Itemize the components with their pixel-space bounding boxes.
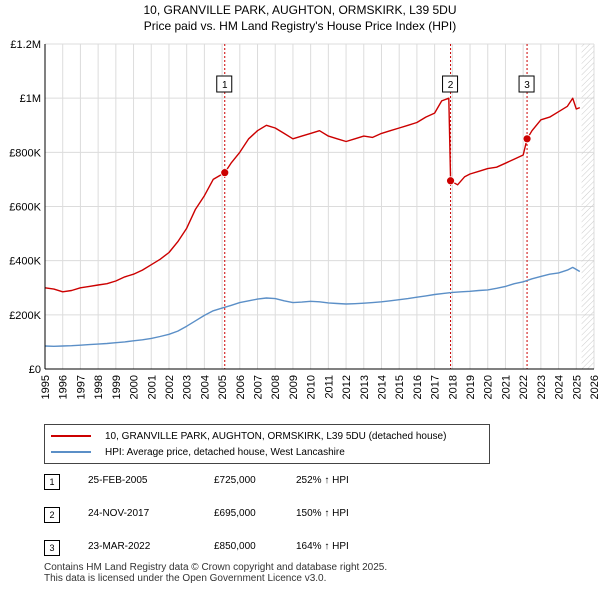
- sale-hpi-change: 164% ↑ HPI: [296, 541, 349, 552]
- sale-marker-box: [216, 75, 233, 93]
- legend-item-property: 10, GRANVILLE PARK, AUGHTON, ORMSKIRK, L…: [51, 428, 446, 444]
- sale-number-badge: 1: [44, 474, 60, 490]
- sale-point: [220, 168, 230, 178]
- sale-number-badge: 2: [44, 507, 60, 523]
- x-tick-label: 2002: [164, 375, 176, 399]
- sale-hpi-change: 150% ↑ HPI: [296, 508, 349, 519]
- sale-date: 23-MAR-2022: [88, 541, 151, 552]
- sale-price: £850,000: [214, 541, 256, 552]
- x-tick-label: 2005: [217, 375, 229, 399]
- sale-marker-label: 2: [448, 80, 454, 91]
- legend-swatch-hpi: [51, 451, 91, 453]
- x-tick-label: 2003: [182, 375, 194, 399]
- footer-licence: This data is licensed under the Open Gov…: [44, 573, 327, 584]
- sale-hpi-change: 252% ↑ HPI: [296, 475, 349, 486]
- sale-date: 24-NOV-2017: [88, 508, 150, 519]
- x-tick-label: 2007: [253, 375, 265, 399]
- sale-marker-box: [442, 75, 459, 93]
- x-tick-label: 2020: [483, 375, 495, 399]
- sale-point: [446, 176, 455, 186]
- y-tick-label: £1.2M: [10, 39, 41, 51]
- chart-title-address: 10, GRANVILLE PARK, AUGHTON, ORMSKIRK, L…: [143, 3, 457, 17]
- x-tick-label: 1998: [93, 375, 105, 399]
- y-tick-label: £600K: [9, 202, 41, 214]
- legend-label-property: 10, GRANVILLE PARK, AUGHTON, ORMSKIRK, L…: [105, 430, 447, 442]
- sale-row: 2 24-NOV-2017 £695,000 150% ↑ HPI: [44, 505, 484, 525]
- x-tick-label: 2018: [447, 375, 459, 399]
- x-tick-label: 2010: [306, 375, 318, 399]
- sale-price: £695,000: [214, 508, 256, 519]
- x-tick-label: 2014: [376, 375, 388, 399]
- sale-date: 25-FEB-2005: [88, 475, 148, 486]
- x-tick-label: 2015: [394, 375, 406, 399]
- footer-copyright: Contains HM Land Registry data © Crown c…: [44, 562, 388, 573]
- x-tick-label: 2017: [430, 375, 442, 399]
- x-tick-label: 2026: [589, 375, 600, 399]
- sale-markers: 1 2 3: [216, 44, 535, 369]
- chart-subtitle: Price paid vs. HM Land Registry's House …: [143, 19, 457, 33]
- hpi-line: [44, 266, 581, 347]
- x-tick-label: 2009: [288, 375, 300, 399]
- legend-label-hpi: HPI: Average price, detached house, West…: [105, 446, 345, 458]
- x-tick-label: 2012: [341, 375, 353, 399]
- property-price-line: [44, 97, 581, 293]
- x-tick-label: 2023: [536, 375, 548, 399]
- legend-item-hpi: HPI: Average price, detached house, West…: [51, 444, 345, 460]
- x-tick-label: 2013: [359, 375, 371, 399]
- sale-number-badge: 3: [44, 540, 60, 556]
- y-tick-label: £800K: [9, 147, 41, 159]
- y-tick-label: £200K: [9, 310, 41, 322]
- legend-swatch-property: [51, 435, 91, 437]
- x-tick-label: 2001: [146, 375, 158, 399]
- x-tick-label: 2004: [199, 375, 211, 399]
- x-tick-label: 1999: [111, 375, 123, 399]
- sale-point: [522, 134, 532, 144]
- x-tick-label: 2021: [500, 375, 512, 399]
- x-tick-label: 2024: [554, 375, 566, 399]
- sale-row: 1 25-FEB-2005 £725,000 252% ↑ HPI: [44, 472, 484, 492]
- x-tick-label: 1996: [58, 375, 70, 399]
- x-tick-label: 2006: [235, 375, 247, 399]
- sale-marker-label: 1: [222, 80, 228, 91]
- sale-marker-label: 3: [524, 80, 530, 91]
- future-hatch: [581, 44, 594, 369]
- sale-row: 3 23-MAR-2022 £850,000 164% ↑ HPI: [44, 538, 484, 558]
- sale-price: £725,000: [214, 475, 256, 486]
- grid: [44, 43, 595, 370]
- x-tick-label: 2000: [129, 375, 141, 399]
- y-tick-label: £0: [29, 364, 41, 376]
- series-lines: [44, 97, 581, 347]
- y-tick-label: £400K: [9, 256, 41, 268]
- sale-marker-box: [518, 75, 535, 93]
- axes: £0 £200K £400K £600K £800K £1M £1.2M 1995 1996 19…: [9, 39, 600, 399]
- x-tick-label: 2019: [465, 375, 477, 399]
- x-tick-label: 2008: [270, 375, 282, 399]
- x-tick-label: 1997: [75, 375, 87, 399]
- price-chart: 1 2 3 £0 £200K £400K £600K £800K £1M £1.2M 1995 19…: [9, 39, 600, 399]
- forecast-hatch-area: [581, 44, 594, 369]
- x-tick-label: 2025: [571, 375, 583, 399]
- x-tick-label: 2011: [323, 375, 335, 399]
- x-tick-label: 2016: [412, 375, 424, 399]
- y-tick-label: £1M: [20, 93, 41, 105]
- x-tick-label: 2022: [518, 375, 530, 399]
- x-tick-label: 1995: [40, 375, 52, 399]
- legend: 10, GRANVILLE PARK, AUGHTON, ORMSKIRK, L…: [44, 424, 490, 464]
